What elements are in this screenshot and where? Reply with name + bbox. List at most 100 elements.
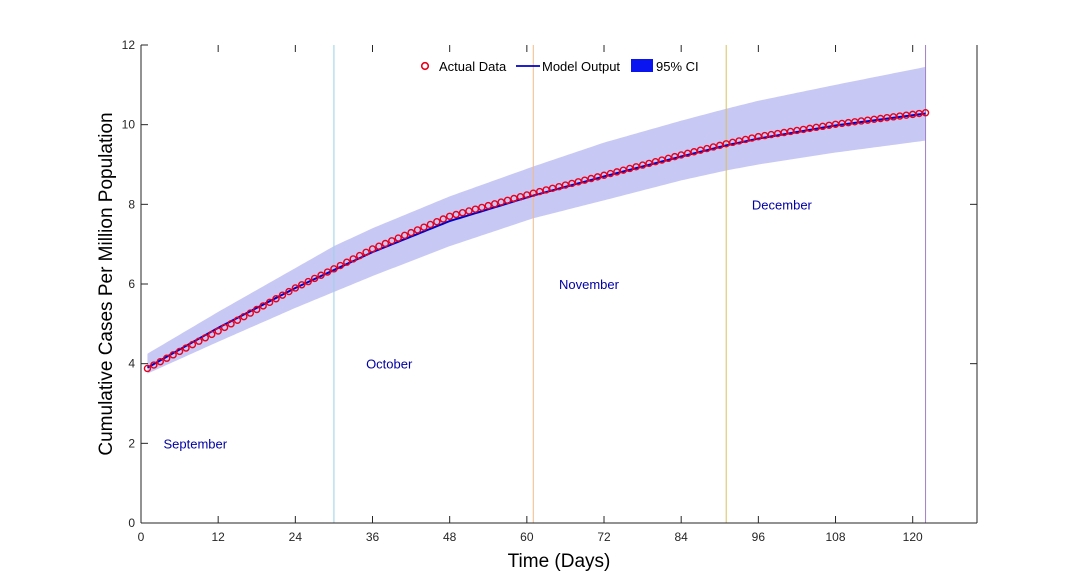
actual-data-point — [696, 146, 705, 154]
actual-data-point — [214, 327, 222, 335]
actual-data-point — [445, 212, 454, 220]
x-tick-label: 60 — [520, 530, 534, 544]
actual-data-point — [381, 239, 390, 248]
actual-data-point — [555, 182, 563, 191]
actual-data-point — [593, 173, 602, 181]
actual-data-point — [233, 316, 242, 324]
legend-actual-data-marker — [420, 61, 430, 71]
x-tick-label: 36 — [366, 530, 380, 544]
actual-data-point — [484, 201, 492, 210]
actual-data-point — [220, 323, 229, 332]
actual-data-point — [272, 295, 280, 303]
x-tick-label: 84 — [675, 530, 689, 544]
actual-data-point — [690, 148, 698, 156]
actual-data-point — [278, 291, 287, 299]
actual-data-point — [503, 196, 512, 204]
actual-data-point — [741, 135, 750, 144]
actual-data-point — [568, 179, 576, 188]
actual-data-point — [632, 163, 640, 171]
actual-data-point — [471, 205, 480, 213]
month-label: September — [164, 436, 228, 451]
actual-data-point — [709, 143, 718, 151]
actual-data-point — [240, 312, 248, 321]
x-tick-label: 24 — [289, 530, 303, 544]
actual-data-point — [400, 231, 409, 240]
actual-data-point — [490, 200, 499, 208]
actual-data-point — [310, 274, 319, 283]
actual-data-point — [201, 334, 210, 342]
actual-data-point — [285, 287, 293, 296]
actual-data-point — [208, 330, 216, 339]
actual-data-point — [304, 277, 312, 286]
actual-data-point — [619, 166, 628, 174]
actual-data-point — [195, 337, 203, 345]
actual-data-point — [728, 138, 737, 147]
actual-data-point — [143, 364, 152, 373]
actual-data-point — [452, 210, 460, 219]
x-tick-label: 0 — [138, 530, 145, 544]
actual-data-point — [349, 255, 357, 263]
actual-data-point — [613, 168, 621, 176]
actual-data-point — [748, 134, 756, 142]
actual-data-point — [343, 258, 351, 266]
month-label: November — [559, 277, 620, 292]
actual-data-point — [638, 161, 647, 169]
y-tick-label: 6 — [128, 277, 135, 291]
actual-data-point — [169, 351, 177, 359]
actual-data-point — [188, 340, 197, 349]
actual-data-layer — [143, 109, 930, 373]
actual-data-point — [355, 251, 364, 260]
actual-data-point — [227, 320, 235, 328]
actual-data-point — [298, 281, 306, 289]
legend-ci-marker — [631, 59, 653, 72]
actual-data-point — [561, 181, 570, 189]
legend-model-output-label: Model Output — [542, 59, 620, 74]
actual-data-point — [259, 302, 267, 310]
actual-data-point — [542, 186, 550, 194]
actual-data-point — [182, 344, 190, 352]
actual-data-point — [658, 156, 666, 164]
actual-data-point — [587, 174, 595, 183]
actual-data-point — [426, 220, 435, 229]
actual-data-point — [291, 284, 300, 292]
legend-actual-data-label: Actual Data — [439, 59, 507, 74]
actual-data-point — [671, 152, 679, 161]
actual-data-point — [703, 144, 711, 153]
actual-data-point — [722, 140, 730, 148]
actual-data-point — [458, 209, 467, 217]
y-tick-label: 2 — [128, 436, 135, 450]
actual-data-point — [439, 215, 447, 223]
y-tick-label: 8 — [128, 197, 135, 211]
actual-data-point — [394, 234, 402, 242]
y-tick-label: 12 — [122, 38, 136, 52]
actual-data-point — [516, 193, 525, 201]
actual-data-point — [317, 271, 325, 279]
actual-data-point — [536, 187, 544, 196]
actual-data-point — [523, 191, 531, 199]
actual-data-point — [156, 357, 164, 366]
y-tick-label: 0 — [128, 516, 135, 530]
y-tick-label: 4 — [128, 357, 135, 371]
actual-data-point — [645, 159, 653, 168]
actual-data-point — [921, 109, 930, 117]
actual-data-point — [581, 176, 589, 184]
actual-data-point — [735, 137, 743, 145]
actual-data-point — [246, 309, 255, 317]
actual-data-point — [651, 158, 660, 166]
x-tick-label: 96 — [752, 530, 766, 544]
actual-data-point — [323, 268, 332, 276]
actual-data-point — [465, 207, 473, 215]
x-tick-label: 108 — [826, 530, 846, 544]
month-label: December — [752, 197, 813, 212]
actual-data-point — [150, 361, 158, 369]
legend: Actual Data Model Output 95% CI — [420, 59, 699, 74]
actual-data-point — [600, 171, 608, 179]
actual-data-point — [163, 354, 171, 362]
x-tick-label: 12 — [211, 530, 225, 544]
actual-data-point — [265, 298, 274, 307]
x-tick-label: 48 — [443, 530, 457, 544]
actual-data-point — [362, 248, 370, 256]
month-label: October — [366, 357, 413, 372]
actual-data-point — [716, 141, 724, 150]
